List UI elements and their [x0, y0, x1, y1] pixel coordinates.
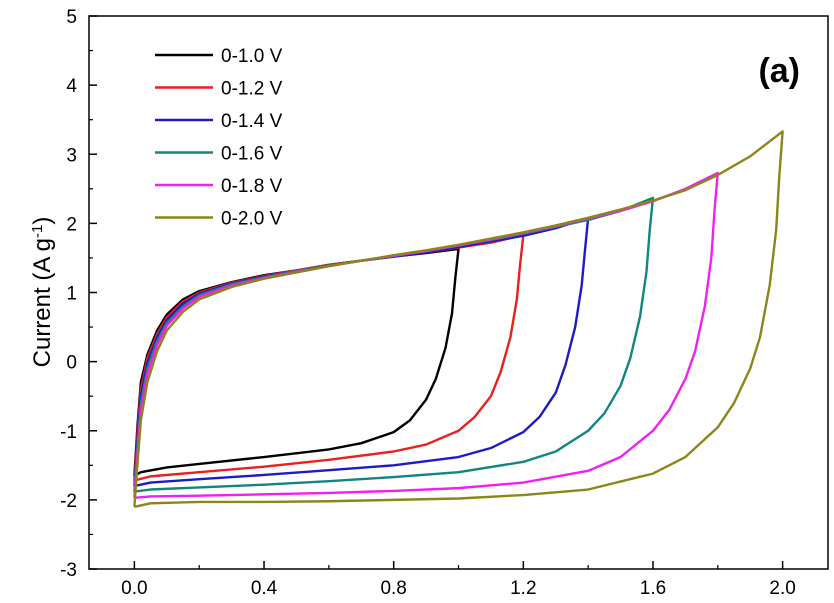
y-axis-title-main: Current (A g [29, 238, 56, 367]
y-tick-label: 4 [66, 76, 77, 97]
y-axis-title-sup: -1 [29, 225, 46, 238]
series-line-5 [133, 171, 719, 499]
series-line-1 [133, 247, 460, 477]
x-tick-label: 2.0 [769, 578, 795, 599]
y-tick-label: 5 [66, 7, 77, 28]
y-tick-label: -2 [60, 491, 77, 512]
y-axis: -3 -2 -1 0 1 2 3 4 5 [60, 7, 97, 581]
series-line-3 [133, 216, 590, 488]
series-line-6 [133, 130, 784, 508]
series-line-4 [133, 196, 655, 493]
y-axis-title-tail: ) [29, 217, 56, 225]
y-tick-label: 0 [66, 353, 77, 374]
y-tick-label: 3 [66, 145, 77, 166]
y-axis-title: Current (A g-1) [29, 217, 57, 368]
x-tick-label: 0.4 [251, 578, 278, 599]
legend: 0-1.0 V 0-1.2 V 0-1.4 V 0-1.6 V 0-1.8 V 0-2.0… [155, 46, 283, 230]
x-tick-label: 1.6 [640, 578, 666, 599]
legend-label: 0-1.8 V [221, 176, 283, 197]
x-tick-label: 1.2 [510, 578, 536, 599]
x-tick-label: 0.8 [380, 578, 406, 599]
legend-label: 0-1.6 V [221, 144, 283, 165]
panel-label: (a) [758, 52, 800, 90]
series-line-2 [133, 233, 525, 482]
legend-label: 0-1.4 V [221, 111, 283, 132]
legend-label: 0-1.2 V [221, 79, 283, 100]
x-axis: 0.0 0.4 0.8 1.2 1.6 2.0 [121, 561, 796, 599]
y-tick-label: 2 [66, 214, 77, 235]
y-tick-label: -1 [60, 422, 77, 443]
legend-label: 0-1.0 V [221, 46, 283, 67]
y-tick-label: -3 [60, 560, 77, 581]
y-tick-label: 1 [66, 284, 77, 305]
x-tick-label: 0.0 [121, 578, 147, 599]
legend-label: 0-2.0 V [221, 209, 283, 230]
series-layer [133, 130, 784, 508]
